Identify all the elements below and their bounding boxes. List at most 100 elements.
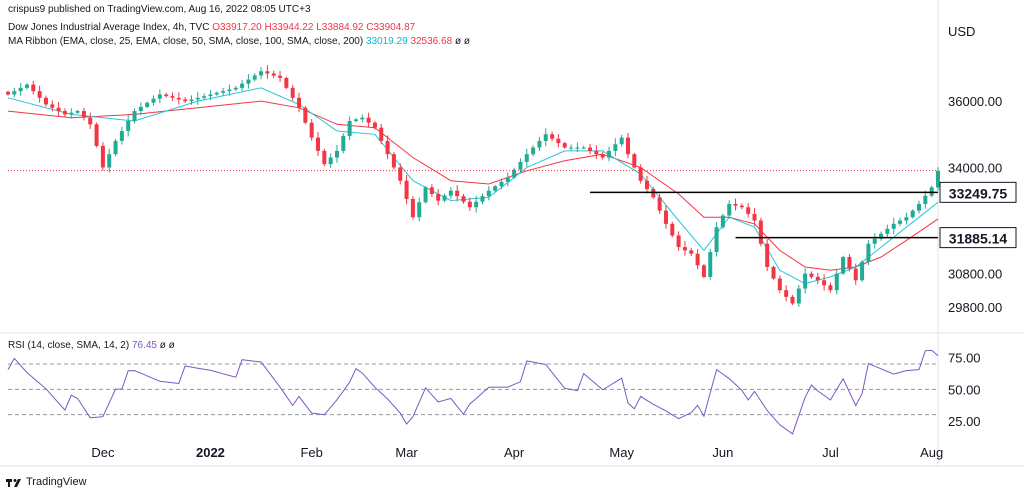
candle-body bbox=[860, 262, 865, 281]
candle-body bbox=[537, 140, 542, 148]
x-tick-label: Dec bbox=[91, 445, 115, 460]
y-tick-label: 30800.00 bbox=[948, 267, 1002, 282]
candle-body bbox=[233, 87, 238, 90]
price-pane: 33249.75 31885.14 bbox=[6, 65, 1017, 307]
candle-body bbox=[360, 117, 365, 120]
candle-body bbox=[436, 194, 441, 201]
candle-body bbox=[297, 97, 302, 108]
candle-body bbox=[556, 138, 561, 144]
candle-body bbox=[290, 87, 295, 98]
candle-body bbox=[398, 167, 403, 181]
candle-body bbox=[841, 257, 846, 274]
candle-body bbox=[790, 296, 795, 304]
x-tick-label: Feb bbox=[300, 445, 322, 460]
candle-body bbox=[682, 247, 687, 251]
candle-body bbox=[879, 233, 884, 239]
candle-body bbox=[644, 180, 649, 190]
ma-value-1: 33019.29 bbox=[365, 36, 408, 47]
symbol-title: Dow Jones Industrial Average Index, 4h, … bbox=[8, 22, 210, 33]
candle-body bbox=[777, 278, 782, 291]
candle-body bbox=[189, 99, 194, 102]
ohlc-low: L33884.92 bbox=[316, 22, 364, 33]
candle-body bbox=[455, 190, 460, 197]
candle-body bbox=[613, 144, 618, 151]
symbol-header: Dow Jones Industrial Average Index, 4h, … bbox=[8, 22, 415, 34]
candle-body bbox=[569, 147, 574, 149]
rsi-tick-label: 75.00 bbox=[948, 351, 981, 366]
x-tick-label: Jun bbox=[712, 445, 733, 460]
candle-body bbox=[442, 195, 447, 201]
candle-body bbox=[316, 137, 320, 151]
candle-body bbox=[410, 198, 415, 218]
candle-body bbox=[341, 135, 346, 151]
candle-body bbox=[100, 145, 105, 168]
candle-body bbox=[6, 91, 10, 95]
candle-body bbox=[372, 122, 377, 128]
grid bbox=[0, 0, 1024, 467]
candle-body bbox=[195, 97, 200, 100]
candle-body bbox=[524, 154, 529, 162]
tradingview-brand[interactable]: TradingView bbox=[6, 476, 87, 488]
candle-body bbox=[334, 150, 339, 158]
candle-body bbox=[423, 187, 428, 203]
candle-body bbox=[43, 97, 48, 105]
y-tick-label: 29800.00 bbox=[948, 300, 1002, 315]
candle-body bbox=[638, 167, 643, 181]
candle-body bbox=[853, 268, 858, 281]
candle-body bbox=[486, 190, 491, 197]
candle-body bbox=[771, 266, 776, 279]
candle-body bbox=[145, 102, 150, 107]
ma-value-2: 32536.68 bbox=[410, 36, 453, 47]
candle-body bbox=[265, 71, 270, 74]
candle-body bbox=[221, 91, 226, 93]
candle-body bbox=[815, 276, 820, 281]
candle-body bbox=[518, 161, 523, 170]
candle-body bbox=[214, 92, 219, 95]
candle-body bbox=[240, 83, 245, 88]
candle-body bbox=[126, 121, 131, 131]
candle-body bbox=[24, 84, 29, 88]
candle-body bbox=[246, 79, 251, 84]
candle-body bbox=[379, 127, 384, 141]
candle-body bbox=[834, 273, 839, 291]
candle-body bbox=[347, 121, 352, 136]
candle-body bbox=[107, 154, 112, 168]
candle-body bbox=[252, 75, 257, 80]
candle-body bbox=[619, 137, 624, 145]
candle-body bbox=[113, 140, 118, 155]
ohlc-close: C33904.87 bbox=[366, 22, 416, 33]
y-tick-label: 34000.00 bbox=[948, 160, 1002, 175]
candle-body bbox=[758, 220, 763, 244]
candle-body bbox=[170, 96, 175, 98]
candle-body bbox=[689, 250, 694, 254]
candle-body bbox=[752, 213, 757, 221]
candle-body bbox=[202, 96, 207, 98]
candle-body bbox=[12, 91, 17, 95]
candle-body bbox=[391, 154, 396, 168]
candle-body bbox=[18, 87, 23, 92]
level-label-box bbox=[939, 181, 1017, 203]
candle-body bbox=[531, 147, 536, 155]
rsi-tick-label: 25.00 bbox=[948, 414, 981, 429]
level-label: 31885.14 bbox=[949, 231, 1008, 247]
rsi-line bbox=[7, 349, 939, 435]
candle-body bbox=[271, 73, 276, 76]
candle-body bbox=[480, 196, 485, 202]
candle-body bbox=[714, 227, 719, 253]
x-tick-label: May bbox=[609, 445, 634, 460]
candle-body bbox=[733, 203, 738, 206]
candle-body bbox=[448, 190, 453, 196]
level-label-box bbox=[939, 227, 1017, 249]
candle-body bbox=[809, 273, 814, 277]
candle-body bbox=[81, 111, 86, 118]
candle-body bbox=[550, 134, 555, 139]
candle-body bbox=[765, 243, 770, 267]
candle-body bbox=[328, 157, 333, 165]
candle-body bbox=[891, 223, 896, 229]
candle-body bbox=[676, 235, 681, 248]
ohlc-high: H33944.22 bbox=[264, 22, 314, 33]
candle-body bbox=[119, 130, 124, 141]
x-tick-label: Aug bbox=[920, 445, 943, 460]
candle-body bbox=[632, 154, 637, 168]
